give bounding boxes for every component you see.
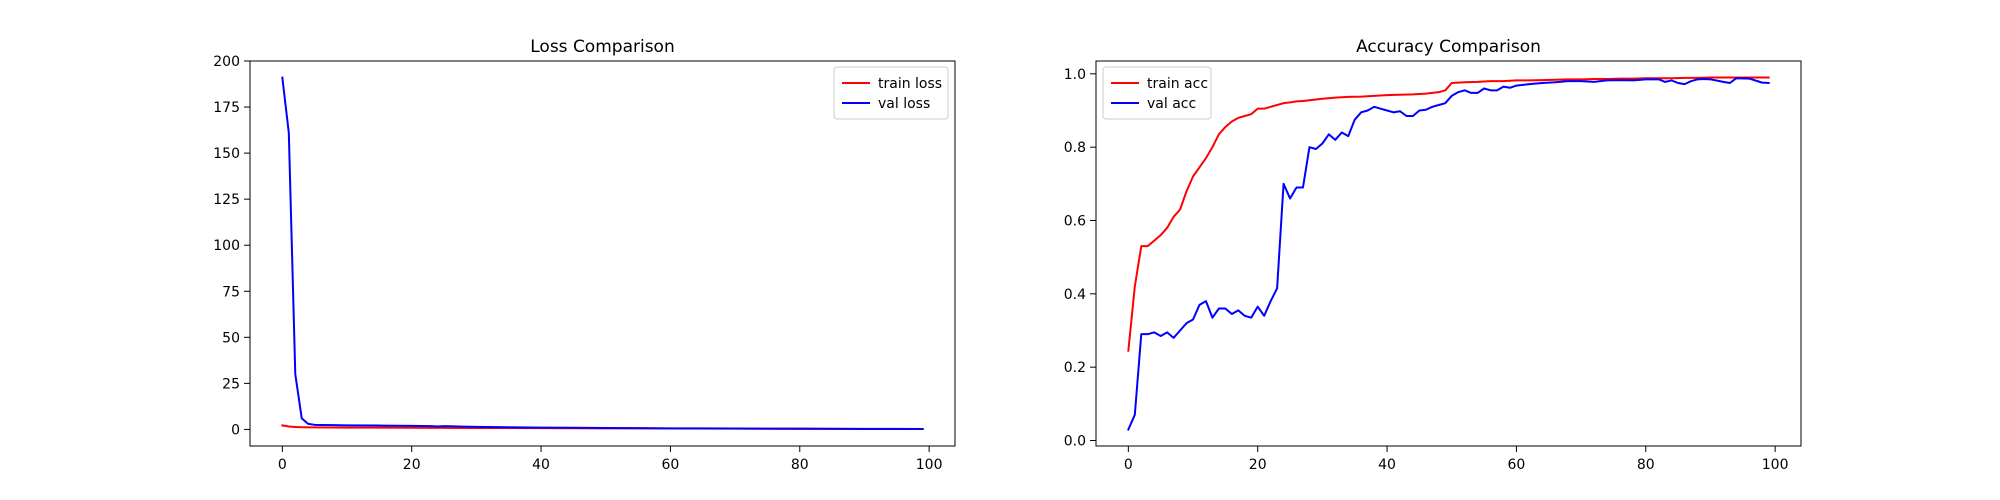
x-tick-label: 40 [1378, 457, 1396, 473]
y-tick-label: 0.4 [1064, 287, 1086, 303]
y-tick-label: 0.2 [1064, 360, 1086, 376]
legend-box [833, 66, 949, 120]
axes-frame [1095, 60, 1802, 447]
axes-frame [249, 60, 956, 447]
legend: train loss val loss [833, 66, 949, 120]
y-tick-label: 200 [213, 54, 240, 70]
y-tick-label: 0.8 [1064, 140, 1086, 156]
x-tick-label: 20 [403, 457, 421, 473]
x-tick-label: 0 [278, 457, 287, 473]
y-tick-label: 150 [213, 146, 240, 162]
loss-chart: Loss Comparison 0 20 40 60 80 100 0 25 50 75 100 125… [213, 37, 956, 473]
y-tick-label: 0.0 [1064, 434, 1086, 450]
legend-label: val acc [1147, 96, 1196, 112]
y-tick-label: 125 [213, 192, 240, 208]
x-tick-label: 80 [1637, 457, 1655, 473]
y-tick-label: 50 [222, 330, 240, 346]
x-tick-label: 60 [661, 457, 679, 473]
x-tick-label: 40 [532, 457, 550, 473]
x-tick-label: 60 [1507, 457, 1525, 473]
legend-label: train loss [878, 76, 942, 92]
x-tick-label: 80 [791, 457, 809, 473]
legend: train acc val acc [1102, 66, 1212, 120]
legend-label: val loss [878, 96, 930, 112]
x-tick-label: 100 [1762, 457, 1789, 473]
legend-label: train acc [1147, 76, 1208, 92]
series-line-val-loss [281, 76, 924, 430]
chart-title: Loss Comparison [530, 37, 674, 57]
y-tick-label: 0.6 [1064, 214, 1086, 230]
chart-title: Accuracy Comparison [1356, 37, 1541, 57]
x-tick-label: 20 [1249, 457, 1267, 473]
x-tick-label: 0 [1124, 457, 1133, 473]
legend-box [1102, 66, 1212, 120]
accuracy-chart: Accuracy Comparison 0 20 40 60 80 100 0.0 0.2 0.4… [1064, 37, 1802, 473]
series-line-val-acc [1127, 77, 1770, 431]
series-line-train-acc [1127, 76, 1770, 352]
y-tick-label: 175 [213, 100, 240, 116]
y-tick-label: 1.0 [1064, 67, 1086, 83]
x-tick-label: 100 [916, 457, 943, 473]
y-tick-label: 100 [213, 238, 240, 254]
y-tick-label: 75 [222, 284, 240, 300]
y-tick-label: 0 [231, 422, 240, 438]
y-tick-label: 25 [222, 376, 240, 392]
